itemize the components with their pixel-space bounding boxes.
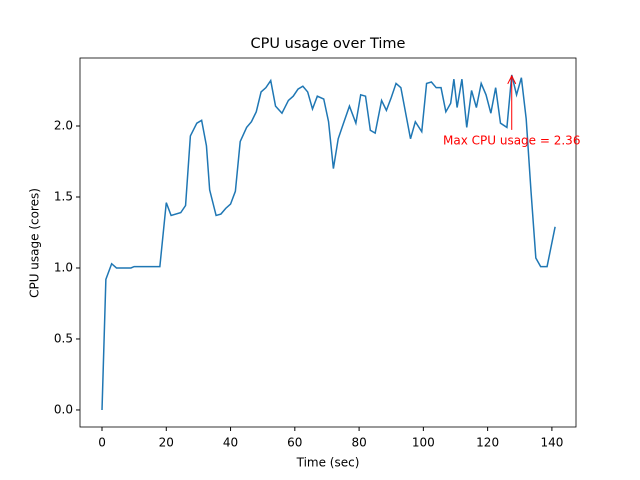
x-tick-label: 0 <box>98 436 106 450</box>
annotation-arrowhead <box>507 74 517 85</box>
x-tick-label: 80 <box>351 436 366 450</box>
annotation-text: Max CPU usage = 2.36 <box>443 133 580 147</box>
y-tick-label: 1.0 <box>54 260 73 274</box>
x-axis-label: Time (sec) <box>296 456 360 470</box>
x-tick-label: 140 <box>540 436 563 450</box>
x-tick-label: 20 <box>159 436 174 450</box>
y-tick-label: 0.0 <box>54 402 73 416</box>
x-tick-label: 120 <box>476 436 499 450</box>
y-tick-label: 1.5 <box>54 189 73 203</box>
x-tick-label: 40 <box>223 436 238 450</box>
y-axis-label: CPU usage (cores) <box>28 188 42 298</box>
chart-title: CPU usage over Time <box>251 36 406 52</box>
line-series <box>101 74 556 410</box>
x-tick-label: 60 <box>287 436 302 450</box>
x-tick-label: 100 <box>412 436 435 450</box>
y-tick-label: 0.5 <box>54 331 73 345</box>
y-tick-label: 2.0 <box>54 119 73 133</box>
plot-frame <box>79 57 577 428</box>
